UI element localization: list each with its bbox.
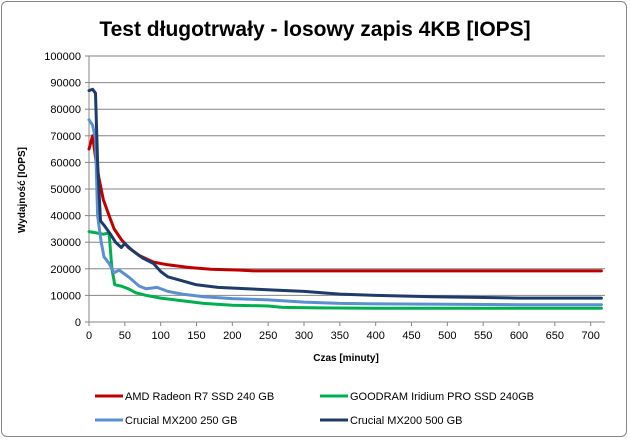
x-tick-label: 550 xyxy=(474,330,492,342)
y-tick-labels: 0 10000 20000 30000 40000 50000 60000 70000 8000… xyxy=(44,51,89,329)
grid-lines xyxy=(89,55,605,296)
series-line-2 xyxy=(87,230,603,310)
legend: AMD Radeon R7 SSD 240 GB GOODRAM Iridium … xyxy=(95,391,534,427)
x-tick-label: 700 xyxy=(581,330,599,342)
x-tick-labels: 0 50 100 150 200 250 300 350 400 450 500 550 600 650 7… xyxy=(86,322,600,342)
x-tick-label: 400 xyxy=(366,330,384,342)
y-tick-label: 70000 xyxy=(50,131,81,143)
legend-label: GOODRAM Iridium PRO SSD 240GB xyxy=(350,391,534,403)
x-tick-label: 450 xyxy=(402,330,420,342)
y-axis-label: Wydajność [IOPS] xyxy=(17,147,28,233)
legend-label: AMD Radeon R7 SSD 240 GB xyxy=(125,391,274,403)
x-tick-label: 300 xyxy=(295,330,313,342)
chart-title: Test długotrwały - losowy zapis 4KB [IOP… xyxy=(99,18,530,41)
x-axis-label: Czas [minuty] xyxy=(313,353,379,364)
x-tick-label: 600 xyxy=(510,330,528,342)
x-tick-label: 0 xyxy=(86,330,92,342)
series-lines xyxy=(87,87,603,310)
y-tick-label: 90000 xyxy=(50,78,81,90)
y-tick-label: 80000 xyxy=(50,104,81,116)
x-tick-label: 150 xyxy=(187,330,205,342)
x-tick-label: 250 xyxy=(259,330,277,342)
series-line-4 xyxy=(87,87,603,300)
y-tick-label: 60000 xyxy=(50,157,81,169)
x-tick-label: 500 xyxy=(438,330,456,342)
y-tick-label: 0 xyxy=(75,317,81,329)
x-tick-label: 200 xyxy=(223,330,241,342)
y-tick-label: 100000 xyxy=(44,51,81,63)
x-tick-label: 350 xyxy=(331,330,349,342)
legend-label: Crucial MX200 500 GB xyxy=(350,415,463,427)
legend-label: Crucial MX200 250 GB xyxy=(125,415,238,427)
x-tick-label: 100 xyxy=(151,330,169,342)
y-tick-label: 50000 xyxy=(50,184,81,196)
y-tick-label: 20000 xyxy=(50,264,81,276)
series-line-1 xyxy=(87,134,603,273)
y-tick-label: 10000 xyxy=(50,290,81,302)
series-line-3 xyxy=(87,118,603,307)
y-tick-label: 40000 xyxy=(50,211,81,223)
y-tick-label: 30000 xyxy=(50,237,81,249)
x-tick-label: 50 xyxy=(119,330,131,342)
x-tick-label: 650 xyxy=(546,330,564,342)
